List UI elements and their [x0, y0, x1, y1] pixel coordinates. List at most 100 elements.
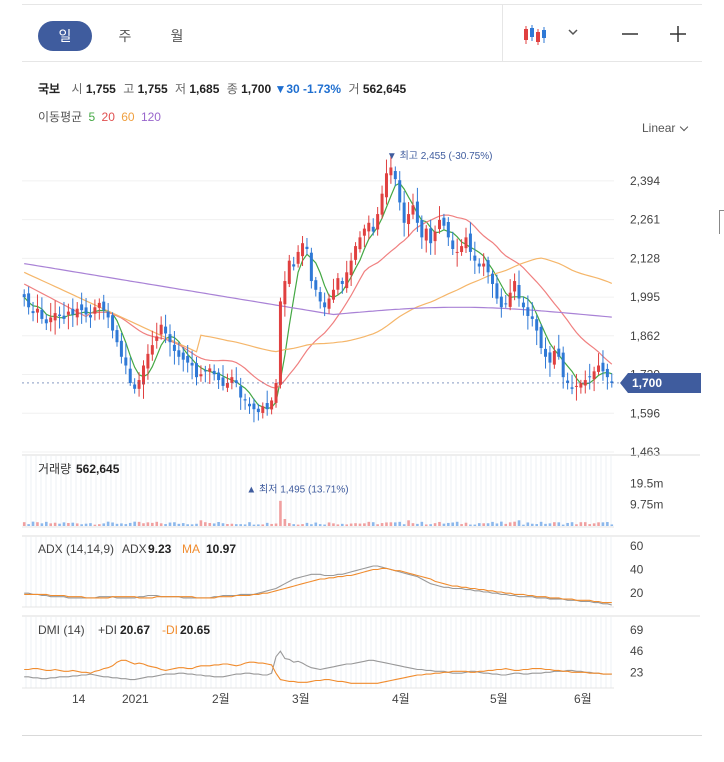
- adx-line: [24, 565, 612, 606]
- volume-bar: [115, 523, 119, 526]
- price-tick-label: 2,128: [630, 251, 660, 265]
- volume-bar: [305, 522, 309, 526]
- scale-dropdown[interactable]: Linear: [642, 121, 689, 135]
- scale-label: Linear: [642, 121, 676, 135]
- tab-day[interactable]: 일: [38, 21, 92, 51]
- tab-month[interactable]: 월: [170, 28, 184, 44]
- resize-handle[interactable]: [719, 210, 724, 234]
- candle-body: [504, 303, 508, 305]
- candle-body: [53, 313, 57, 321]
- volume-bar: [199, 520, 203, 526]
- dmi-tick-label: 69: [630, 623, 644, 637]
- volume-bar: [71, 522, 75, 526]
- volume-value-label: 562,645: [76, 462, 120, 476]
- volume-bar: [98, 524, 101, 526]
- candle-body: [217, 372, 221, 381]
- volume-bar: [464, 522, 468, 526]
- volume-bar: [495, 523, 499, 526]
- volume-bar: [168, 522, 172, 526]
- candle-body: [552, 350, 556, 365]
- chevron-down-icon[interactable]: [566, 25, 580, 39]
- x-tick-label: 2월: [212, 692, 230, 706]
- volume-bar: [363, 523, 366, 526]
- candle-body: [499, 296, 503, 308]
- volume-bar: [310, 524, 313, 526]
- candle-body: [362, 228, 366, 236]
- ma-legend-60[interactable]: 60: [121, 110, 135, 124]
- bottom-divider: [22, 735, 702, 736]
- volume-bar: [296, 524, 300, 526]
- x-tick-label: 4월: [392, 692, 410, 706]
- volume-bar: [212, 523, 216, 526]
- low-value: 1,685: [189, 82, 220, 96]
- volume-bar: [58, 523, 61, 526]
- candle-body: [261, 406, 265, 413]
- candle-body: [27, 293, 31, 308]
- candle-body: [592, 371, 596, 380]
- volume-bar: [539, 521, 543, 526]
- volume-bar: [553, 522, 556, 526]
- candle-body: [491, 273, 495, 284]
- adx-ma-line: [24, 567, 612, 604]
- volume-bar: [230, 523, 234, 526]
- volume-bar: [460, 524, 463, 526]
- candle-body: [579, 382, 583, 388]
- dmi-title: DMI (14): [38, 623, 85, 637]
- candle-body: [464, 237, 468, 249]
- volume-bar: [146, 522, 150, 526]
- volume-bar: [601, 522, 605, 526]
- tab-week[interactable]: 주: [118, 28, 132, 44]
- ma-legend-120[interactable]: 120: [140, 110, 161, 124]
- volume-bar: [190, 524, 194, 526]
- minus-icon[interactable]: [620, 24, 640, 44]
- candle-body: [384, 173, 388, 198]
- volume-bar: [424, 524, 428, 526]
- candle-body: [451, 240, 455, 250]
- candle-body: [605, 368, 609, 378]
- candle-body: [49, 317, 53, 323]
- candle-body: [336, 278, 340, 290]
- candle-body: [212, 370, 216, 375]
- ma-legend-20[interactable]: 20: [101, 110, 115, 124]
- candle-body: [424, 228, 428, 241]
- ma-legend-label: 이동평균: [38, 110, 83, 124]
- quote-summary: 국보 시 1,755 고 1,755 저 1,685 종 1,700 ▼30 -…: [38, 80, 406, 97]
- candlestick-icon[interactable]: [522, 23, 548, 47]
- volume-bar: [438, 521, 441, 526]
- candle-body: [66, 311, 70, 315]
- candle-body: [318, 292, 322, 302]
- candle-body: [557, 348, 561, 357]
- candle-body: [97, 302, 101, 308]
- volume-bar: [40, 523, 44, 526]
- candle-body: [88, 315, 92, 318]
- ma-legend-5[interactable]: 5: [88, 110, 96, 124]
- dmi-tick-label: 23: [630, 665, 644, 679]
- candle-body: [287, 260, 291, 284]
- volume-bar: [93, 524, 97, 526]
- volume-bar: [332, 523, 335, 526]
- candle-body: [358, 237, 362, 250]
- candle-body: [473, 255, 477, 261]
- volume-bar: [327, 522, 331, 526]
- volume-bar: [504, 523, 508, 526]
- volume-bar: [477, 523, 481, 526]
- candle-body: [203, 370, 207, 372]
- volume-bar: [376, 524, 379, 526]
- volume-bar: [44, 521, 48, 526]
- plus-icon[interactable]: [668, 24, 688, 44]
- candle-body: [265, 403, 269, 410]
- candle-body: [115, 330, 119, 343]
- volume-bar: [248, 522, 251, 526]
- volume-title: 거래량: [38, 462, 71, 476]
- volume-bar: [535, 524, 538, 526]
- price-tick-label: 2,394: [630, 174, 660, 188]
- candle-body: [588, 376, 592, 378]
- volume-bar: [31, 521, 35, 526]
- candle-body: [124, 357, 128, 366]
- candle-body: [190, 362, 194, 366]
- candle-body: [172, 344, 176, 351]
- candle-body: [380, 193, 384, 215]
- minus-di-line: [24, 659, 612, 684]
- candle-body: [601, 362, 605, 372]
